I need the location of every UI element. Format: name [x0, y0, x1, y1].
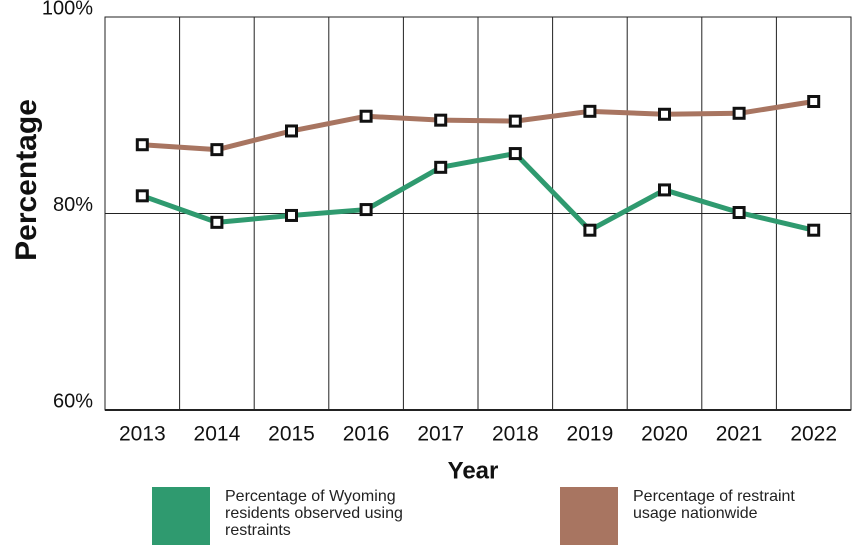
point-marker — [807, 223, 821, 237]
x-tick-label: 2022 — [790, 423, 837, 446]
point-marker — [434, 160, 448, 174]
point-marker — [583, 223, 597, 237]
x-tick-label: 2014 — [194, 423, 241, 446]
legend-label: Percentage of restraint usage nationwide — [633, 488, 795, 522]
point-marker — [135, 189, 149, 203]
point-marker — [210, 215, 224, 229]
x-tick-label: 2017 — [417, 423, 464, 446]
legend-item: Percentage of restraint usage nationwide — [560, 487, 833, 545]
point-marker — [732, 206, 746, 220]
legend-item: Percentage of Wyoming residents observed… — [152, 487, 430, 545]
y-tick-label: 60% — [53, 390, 93, 412]
point-marker — [359, 203, 373, 217]
y-axis-title: Percentage — [10, 99, 43, 261]
point-marker — [658, 107, 671, 121]
point-marker — [135, 138, 149, 152]
legend-swatch — [152, 487, 210, 545]
point-marker — [359, 109, 373, 123]
point-marker — [583, 104, 597, 118]
point-marker — [434, 113, 448, 127]
y-tick-label: 100% — [42, 0, 93, 19]
point-marker — [508, 147, 522, 161]
x-axis-title: Year — [448, 457, 499, 484]
series-line — [141, 151, 815, 233]
x-tick-label: 2020 — [641, 423, 688, 446]
point-marker — [210, 143, 224, 157]
point-marker — [658, 183, 671, 197]
point-marker — [285, 208, 298, 222]
x-tick-label: 2013 — [119, 423, 166, 446]
legend-swatch — [560, 487, 618, 545]
series-line — [142, 99, 815, 153]
x-tick-label: 2019 — [567, 423, 614, 446]
point-marker — [807, 94, 821, 108]
x-tick-label: 2021 — [716, 423, 763, 446]
x-tick-label: 2015 — [268, 423, 315, 446]
point-marker — [732, 106, 746, 120]
x-tick-label: 2016 — [343, 423, 390, 446]
y-tick-label: 80% — [53, 194, 93, 216]
point-marker — [285, 124, 298, 138]
x-tick-label: 2018 — [492, 423, 539, 446]
point-marker — [508, 114, 522, 128]
legend-label: Percentage of Wyoming residents observed… — [225, 488, 403, 539]
